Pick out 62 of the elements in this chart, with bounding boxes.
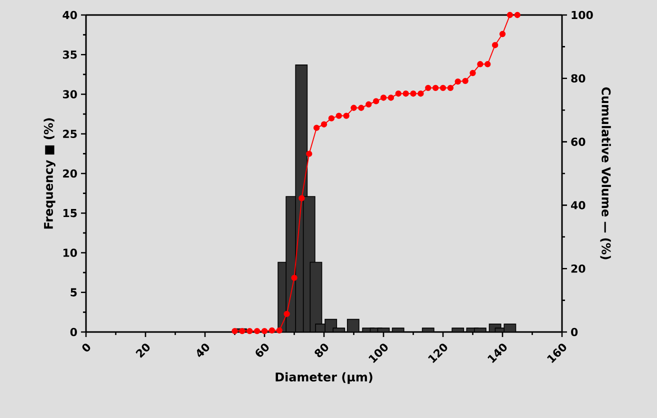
y2-tick-label: 40 bbox=[571, 201, 586, 210]
point bbox=[232, 328, 238, 334]
y-tick-label: 10 bbox=[63, 248, 77, 257]
point bbox=[328, 115, 335, 122]
point bbox=[239, 328, 246, 334]
point bbox=[313, 124, 320, 131]
point bbox=[261, 328, 268, 334]
point bbox=[410, 90, 416, 97]
point bbox=[268, 327, 276, 334]
point bbox=[246, 328, 253, 334]
y2-tick-label: 20 bbox=[571, 264, 586, 273]
point bbox=[276, 327, 282, 334]
point bbox=[336, 112, 342, 119]
x-tick-label: 0 bbox=[82, 344, 90, 352]
point bbox=[298, 195, 305, 202]
x-axis-title: Diameter (µm) bbox=[276, 372, 372, 384]
x-tick-label: 20 bbox=[136, 344, 150, 358]
y2-tick-label: 60 bbox=[571, 138, 586, 146]
point bbox=[343, 112, 350, 119]
point bbox=[499, 30, 506, 38]
point bbox=[454, 78, 461, 85]
point bbox=[425, 84, 432, 91]
point bbox=[514, 12, 520, 18]
point bbox=[372, 98, 380, 104]
y-tick-label: 0 bbox=[70, 328, 77, 336]
point bbox=[506, 12, 514, 18]
point bbox=[254, 328, 260, 334]
y2-tick-label: 80 bbox=[571, 74, 586, 83]
y-tick-label: 15 bbox=[63, 209, 77, 218]
point bbox=[432, 84, 439, 91]
point bbox=[284, 310, 290, 318]
point bbox=[477, 61, 484, 68]
point bbox=[440, 84, 446, 91]
point bbox=[402, 90, 409, 97]
y2-axis-title: Cumulative Volume — (%) bbox=[600, 87, 611, 260]
y-tick-label: 35 bbox=[62, 50, 77, 59]
point bbox=[447, 84, 454, 91]
point bbox=[470, 70, 476, 76]
point bbox=[395, 90, 402, 97]
point bbox=[320, 121, 328, 128]
x-tick-label: 40 bbox=[196, 344, 210, 358]
point bbox=[350, 104, 357, 111]
x-tick-label: 80 bbox=[314, 344, 328, 358]
y-tick-label: 20 bbox=[63, 169, 77, 178]
point bbox=[492, 42, 498, 48]
y-tick-label: 25 bbox=[63, 130, 77, 138]
y-tick-label: 30 bbox=[62, 90, 77, 98]
y-axis-title: Frequency ■ (%) bbox=[44, 118, 56, 229]
y-tick-label: 5 bbox=[70, 288, 77, 296]
point bbox=[484, 61, 491, 68]
y-tick-label: 40 bbox=[62, 10, 77, 20]
point bbox=[366, 101, 372, 108]
y2-tick-label: 100 bbox=[572, 10, 593, 20]
point bbox=[358, 104, 364, 111]
point bbox=[306, 150, 312, 157]
point bbox=[462, 78, 468, 84]
point bbox=[380, 94, 387, 101]
y2-tick-label: 0 bbox=[571, 328, 578, 336]
point bbox=[388, 94, 394, 101]
point bbox=[418, 90, 424, 97]
x-tick-label: 60 bbox=[256, 344, 269, 357]
point bbox=[291, 274, 298, 281]
